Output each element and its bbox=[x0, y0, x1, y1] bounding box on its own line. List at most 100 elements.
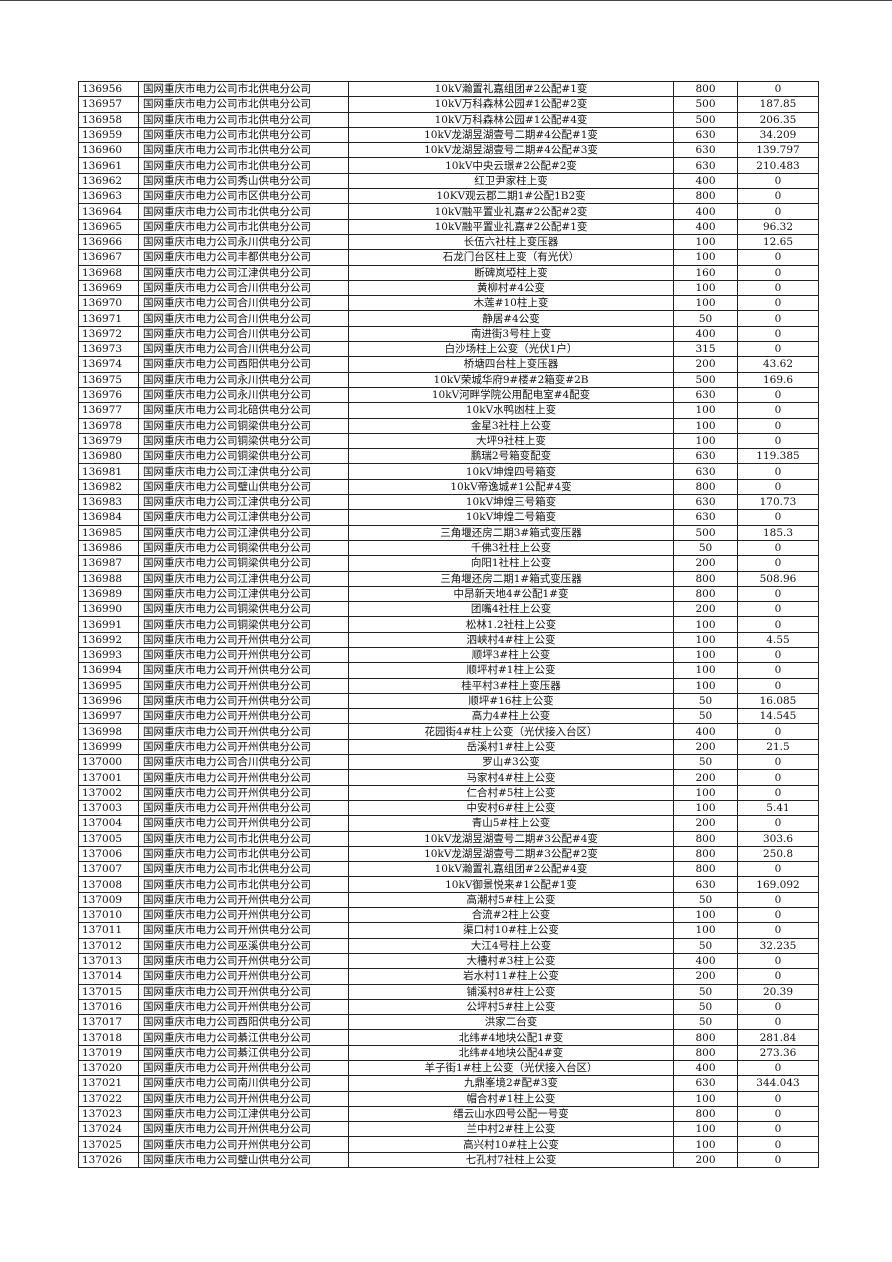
capacity-cell: 800 bbox=[673, 570, 738, 587]
capacity-cell: 800 bbox=[673, 188, 738, 205]
table-row: 137012 国网重庆市电力公司巫溪供电分公司 大江4号柱上公变 50 32.235 bbox=[78, 937, 819, 954]
company-cell: 国网重庆市电力公司璧山供电分公司 bbox=[138, 1151, 349, 1169]
row-id-cell: 137021 bbox=[78, 1075, 139, 1092]
transformer-name-cell: 顺坪村#1柱上公变 bbox=[348, 662, 674, 679]
row-id-cell: 136984 bbox=[78, 509, 139, 526]
transformer-name-cell: 10kV龙湖昱湖壹号二期#3公配#4变 bbox=[348, 830, 674, 847]
table-row: 136981 国网重庆市电力公司江津供电分公司 10kV坤煌四号箱变 630 0 bbox=[78, 463, 819, 480]
value-cell: 0 bbox=[737, 891, 819, 909]
row-id-cell: 137010 bbox=[78, 907, 139, 924]
transformer-name-cell: 金星3社柱上公变 bbox=[348, 417, 674, 434]
value-cell: 185.3 bbox=[737, 524, 819, 541]
row-id-cell: 136969 bbox=[78, 279, 139, 297]
value-cell: 34.209 bbox=[737, 126, 819, 144]
company-cell: 国网重庆市电力公司綦江供电分公司 bbox=[138, 1044, 349, 1062]
table-row: 137021 国网重庆市电力公司南川供电分公司 九鼎峯境2#配#3变 630 344.0… bbox=[78, 1075, 819, 1092]
value-cell: 210.483 bbox=[737, 157, 819, 174]
capacity-cell: 50 bbox=[673, 998, 738, 1016]
table-row: 136972 国网重庆市电力公司合川供电分公司 南进街3号柱上变 400 0 bbox=[78, 325, 819, 343]
transformer-name-cell: 顺坪3#柱上公变 bbox=[348, 646, 674, 664]
transformer-name-cell: 10kV坤煌四号箱变 bbox=[348, 463, 674, 480]
row-id-cell: 137000 bbox=[78, 754, 139, 771]
transformer-name-cell: 三角堰还房二期3#箱式变压器 bbox=[348, 524, 674, 541]
company-cell: 国网重庆市电力公司合川供电分公司 bbox=[138, 295, 349, 312]
row-id-cell: 136965 bbox=[78, 218, 139, 235]
transformer-name-cell: 鹏瑞2号箱变配变 bbox=[348, 448, 674, 465]
company-cell: 国网重庆市电力公司市北供电分公司 bbox=[138, 845, 349, 863]
transformer-name-cell: 10kV河畔学院公用配电室#4配变 bbox=[348, 386, 674, 404]
table-row: 136973 国网重庆市电力公司合川供电分公司 白沙场柱上公变（光伏1户） 315 0 bbox=[78, 341, 819, 358]
row-id-cell: 137023 bbox=[78, 1105, 139, 1123]
value-cell: 0 bbox=[737, 1090, 819, 1107]
company-cell: 国网重庆市电力公司市北供电分公司 bbox=[138, 861, 349, 878]
value-cell: 0 bbox=[737, 264, 819, 281]
company-cell: 国网重庆市电力公司开州供电分公司 bbox=[138, 1136, 349, 1153]
company-cell: 国网重庆市电力公司市北供电分公司 bbox=[138, 876, 349, 893]
row-id-cell: 136973 bbox=[78, 341, 139, 358]
transformer-name-cell: 长伍六社柱上变压器 bbox=[348, 233, 674, 251]
capacity-cell: 500 bbox=[673, 371, 738, 388]
table-row: 136995 国网重庆市电力公司开州供电分公司 桂平村3#柱上变压器 100 0 bbox=[78, 677, 819, 694]
capacity-cell: 100 bbox=[673, 677, 738, 694]
company-cell: 国网重庆市电力公司开州供电分公司 bbox=[138, 983, 349, 1000]
row-id-cell: 137019 bbox=[78, 1044, 139, 1062]
company-cell: 国网重庆市电力公司开州供电分公司 bbox=[138, 646, 349, 664]
capacity-cell: 630 bbox=[673, 386, 738, 404]
transformer-name-cell: 静居#4公变 bbox=[348, 310, 674, 327]
company-cell: 国网重庆市电力公司市北供电分公司 bbox=[138, 142, 349, 159]
company-cell: 国网重庆市电力公司江津供电分公司 bbox=[138, 1105, 349, 1123]
value-cell: 187.85 bbox=[737, 96, 819, 113]
row-id-cell: 137025 bbox=[78, 1136, 139, 1153]
transformer-name-cell: 仁合村#5柱上公变 bbox=[348, 784, 674, 801]
row-id-cell: 136959 bbox=[78, 126, 139, 144]
company-cell: 国网重庆市电力公司铜梁供电分公司 bbox=[138, 539, 349, 557]
capacity-cell: 200 bbox=[673, 738, 738, 756]
table-row: 136961 国网重庆市电力公司市北供电分公司 10kV中央云璟#2公配#2变 630… bbox=[78, 157, 819, 174]
transformer-name-cell: 10kV瀚置礼嘉组团#2公配#1变 bbox=[348, 80, 674, 98]
capacity-cell: 630 bbox=[673, 157, 738, 174]
company-cell: 国网重庆市电力公司开州供电分公司 bbox=[138, 784, 349, 801]
transformer-name-cell: 断碑岚埡柱上变 bbox=[348, 264, 674, 281]
transformer-name-cell: 10kV融平置业礼嘉#2公配#2变 bbox=[348, 203, 674, 220]
transformer-name-cell: 铺溪村8#柱上公变 bbox=[348, 983, 674, 1000]
company-cell: 国网重庆市电力公司合川供电分公司 bbox=[138, 325, 349, 343]
row-id-cell: 136978 bbox=[78, 417, 139, 434]
value-cell: 0 bbox=[737, 188, 819, 205]
transformer-name-cell: 南进街3号柱上变 bbox=[348, 325, 674, 343]
transformer-name-cell: 10kV帝逸城#1公配#4变 bbox=[348, 478, 674, 496]
row-id-cell: 136996 bbox=[78, 692, 139, 710]
transformer-name-cell: 白沙场柱上公变（光伏1户） bbox=[348, 341, 674, 358]
value-cell: 139.797 bbox=[737, 142, 819, 159]
value-cell: 0 bbox=[737, 478, 819, 496]
row-id-cell: 137020 bbox=[78, 1059, 139, 1077]
value-cell: 0 bbox=[737, 1059, 819, 1077]
value-cell: 0 bbox=[737, 601, 819, 618]
table-row: 136993 国网重庆市电力公司开州供电分公司 顺坪3#柱上公变 100 0 bbox=[78, 646, 819, 664]
page-top-rule bbox=[0, 0, 892, 1]
value-cell: 0 bbox=[737, 769, 819, 786]
value-cell: 0 bbox=[737, 784, 819, 801]
capacity-cell: 200 bbox=[673, 968, 738, 985]
row-id-cell: 136956 bbox=[78, 80, 139, 98]
row-id-cell: 136957 bbox=[78, 96, 139, 113]
company-cell: 国网重庆市电力公司开州供电分公司 bbox=[138, 952, 349, 970]
capacity-cell: 400 bbox=[673, 1059, 738, 1077]
transformer-name-cell: 10kV万科森林公园#1公配#2变 bbox=[348, 96, 674, 113]
company-cell: 国网重庆市电力公司铜梁供电分公司 bbox=[138, 616, 349, 633]
table-row: 136996 国网重庆市电力公司开州供电分公司 顺坪#16柱上公变 50 16.085 bbox=[78, 692, 819, 710]
row-id-cell: 137022 bbox=[78, 1090, 139, 1107]
capacity-cell: 100 bbox=[673, 1090, 738, 1107]
table-row: 137002 国网重庆市电力公司开州供电分公司 仁合村#5柱上公变 100 0 bbox=[78, 784, 819, 801]
transformer-name-cell: 10kV坤煌二号箱变 bbox=[348, 509, 674, 526]
value-cell: 281.84 bbox=[737, 1029, 819, 1046]
transformer-name-cell: 10kV龙湖昱湖壹号二期#4公配#1变 bbox=[348, 126, 674, 144]
value-cell: 14.545 bbox=[737, 708, 819, 725]
row-id-cell: 136961 bbox=[78, 157, 139, 174]
company-cell: 国网重庆市电力公司市北供电分公司 bbox=[138, 126, 349, 144]
company-cell: 国网重庆市电力公司永川供电分公司 bbox=[138, 386, 349, 404]
row-id-cell: 137012 bbox=[78, 937, 139, 954]
company-cell: 国网重庆市电力公司开州供电分公司 bbox=[138, 1121, 349, 1138]
capacity-cell: 800 bbox=[673, 1044, 738, 1062]
table-row: 137026 国网重庆市电力公司璧山供电分公司 七孔村7社柱上公变 200 0 bbox=[78, 1151, 819, 1169]
value-cell: 12.65 bbox=[737, 233, 819, 251]
